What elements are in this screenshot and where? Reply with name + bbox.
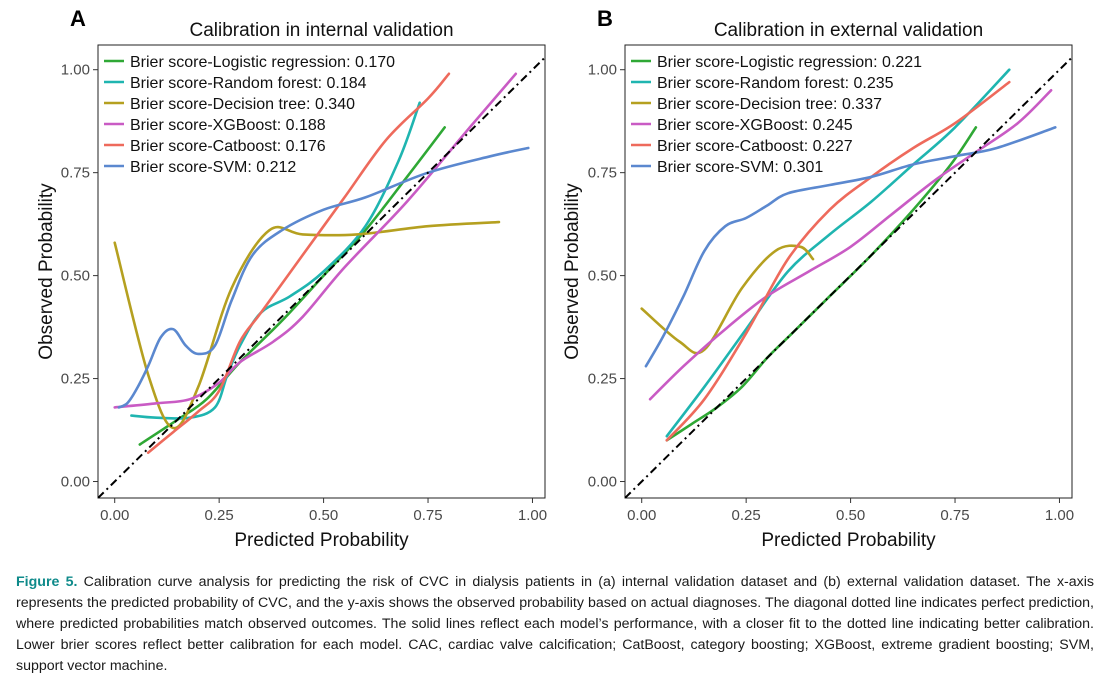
legend-label: Brier score-SVM: 0.301 bbox=[657, 159, 823, 176]
legend-label: Brier score-Decision tree: 0.340 bbox=[130, 96, 355, 113]
x-tick-label: 0.50 bbox=[309, 507, 338, 524]
y-tick-label: 1.00 bbox=[588, 62, 617, 79]
x-tick-label: 0.75 bbox=[413, 507, 442, 524]
legend-label: Brier score-Random forest: 0.235 bbox=[657, 75, 894, 92]
legend: Brier score-Logistic regression: 0.170 Br… bbox=[104, 54, 395, 176]
legend: Brier score-Logistic regression: 0.221 Br… bbox=[631, 54, 922, 176]
y-tick-label: 0.25 bbox=[588, 371, 617, 388]
legend-label: Brier score-Catboost: 0.176 bbox=[130, 138, 326, 155]
y-tick-label: 0.00 bbox=[588, 474, 617, 491]
series-line bbox=[146, 72, 451, 454]
series-line bbox=[113, 220, 501, 430]
legend-label: Brier score-XGBoost: 0.245 bbox=[657, 117, 853, 134]
plot-frame bbox=[624, 44, 1073, 499]
legend-label: Brier score-Logistic regression: 0.170 bbox=[130, 54, 395, 71]
legend-label: Brier score-Random forest: 0.184 bbox=[130, 75, 367, 92]
legend-label: Brier score-Catboost: 0.227 bbox=[657, 138, 853, 155]
figure-caption: Figure 5. Calibration curve analysis for… bbox=[16, 572, 1094, 677]
y-axis-label: Observed Probability bbox=[562, 183, 583, 360]
legend-label: Brier score-SVM: 0.212 bbox=[130, 159, 296, 176]
series-line bbox=[648, 89, 1053, 401]
panel-label: A bbox=[70, 6, 86, 31]
y-tick-label: 0.25 bbox=[61, 371, 90, 388]
x-tick-label: 0.00 bbox=[627, 507, 656, 524]
series-line bbox=[665, 68, 1011, 438]
plot-frame bbox=[97, 44, 546, 499]
x-axis-label: Predicted Probability bbox=[761, 530, 936, 551]
y-tick-label: 0.75 bbox=[588, 165, 617, 182]
plot-area bbox=[98, 56, 545, 498]
series-line bbox=[640, 244, 815, 355]
x-tick-label: 1.00 bbox=[518, 507, 547, 524]
y-tick-label: 0.00 bbox=[61, 474, 90, 491]
series-line bbox=[665, 80, 1011, 442]
legend-label: Brier score-XGBoost: 0.188 bbox=[130, 117, 326, 134]
caption-label: Figure 5. bbox=[16, 574, 78, 590]
x-tick-label: 0.25 bbox=[732, 507, 761, 524]
reference-diagonal bbox=[625, 56, 1072, 498]
series-line bbox=[644, 126, 1057, 368]
x-tick-label: 1.00 bbox=[1045, 507, 1074, 524]
x-tick-label: 0.25 bbox=[205, 507, 234, 524]
y-tick-label: 0.50 bbox=[61, 268, 90, 285]
legend-label: Brier score-Logistic regression: 0.221 bbox=[657, 54, 922, 71]
legend-label: Brier score-Decision tree: 0.337 bbox=[657, 96, 882, 113]
y-axis-label: Observed Probability bbox=[36, 183, 57, 360]
reference-diagonal bbox=[98, 56, 545, 498]
chart-title: Calibration in internal validation bbox=[189, 20, 453, 41]
x-axis-label: Predicted Probability bbox=[234, 530, 409, 551]
caption-text: Calibration curve analysis for predictin… bbox=[16, 574, 1094, 674]
series-line bbox=[113, 72, 518, 409]
calibration-figure: A Calibration in internal validation 0.00 0… bbox=[36, 6, 1074, 551]
chart-panel-b: B Calibration in external validation 0.00 0… bbox=[562, 6, 1074, 551]
x-tick-label: 0.00 bbox=[100, 507, 129, 524]
x-tick-label: 0.50 bbox=[836, 507, 865, 524]
series-line bbox=[117, 146, 530, 409]
plot-area bbox=[625, 56, 1072, 498]
panel-label: B bbox=[597, 6, 613, 31]
y-tick-label: 0.50 bbox=[588, 268, 617, 285]
chart-panel-a: A Calibration in internal validation 0.00 0… bbox=[36, 6, 547, 551]
y-tick-label: 0.75 bbox=[61, 165, 90, 182]
y-tick-label: 1.00 bbox=[61, 62, 90, 79]
x-tick-label: 0.75 bbox=[940, 507, 969, 524]
chart-title: Calibration in external validation bbox=[714, 20, 983, 41]
